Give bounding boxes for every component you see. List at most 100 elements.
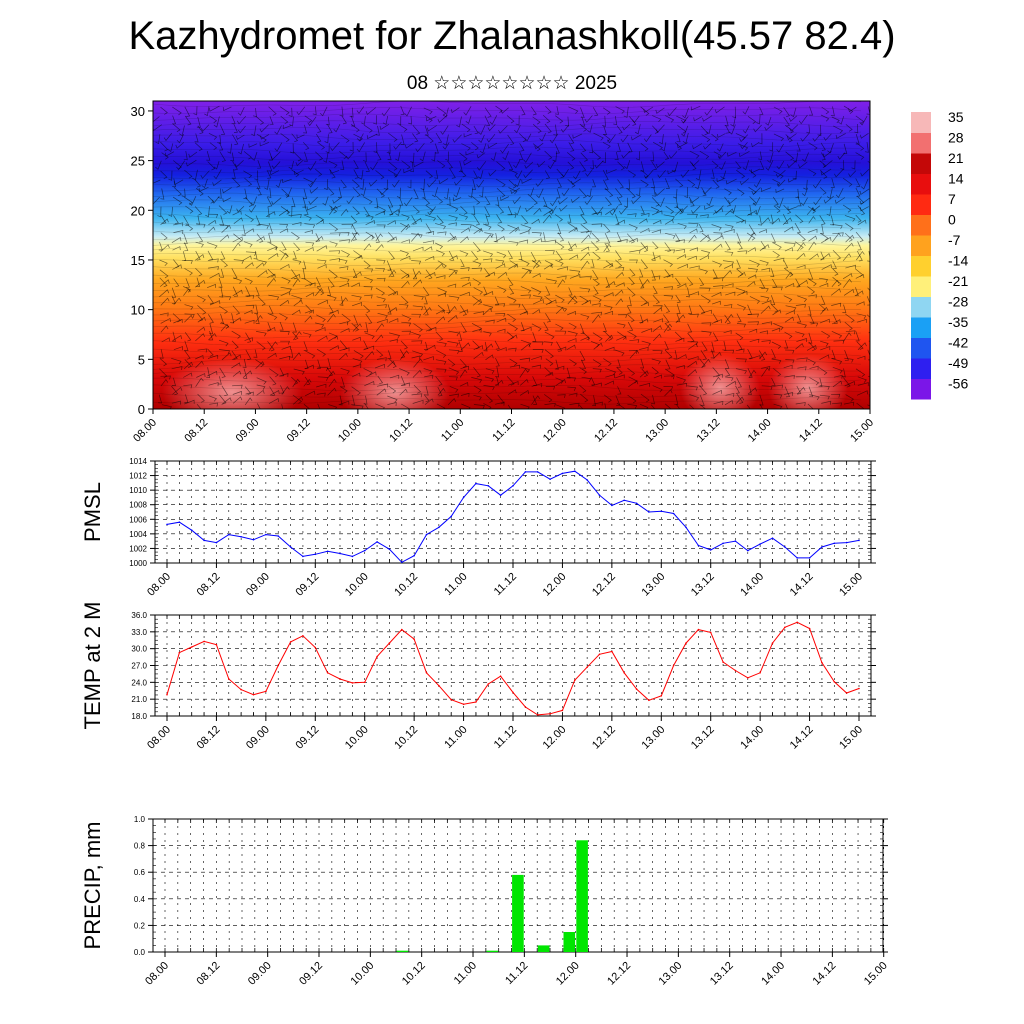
- wind-barb: [447, 314, 458, 323]
- wind-barb: [676, 376, 687, 383]
- wind-barb: [401, 160, 411, 170]
- wind-barb: [724, 188, 732, 196]
- contour-line: [153, 331, 862, 339]
- wind-barb: [352, 358, 363, 365]
- wind-barb: [395, 205, 401, 216]
- data-point: [598, 494, 601, 497]
- wind-barb: [809, 394, 820, 401]
- wind-barb: [554, 359, 559, 370]
- wind-barb: [256, 134, 267, 143]
- wind-barb: [220, 268, 225, 278]
- wind-barb: [401, 403, 411, 409]
- data-point: [759, 543, 761, 545]
- contour-line: [153, 337, 862, 346]
- wind-barb: [508, 347, 517, 352]
- wind-barb: [460, 392, 470, 397]
- x-tick-label: 09.12: [293, 571, 321, 599]
- wind-barb: [701, 309, 712, 314]
- wind-barb: [423, 197, 431, 206]
- wind-barb: [832, 366, 843, 374]
- wind-barb: [663, 295, 674, 300]
- wind-barb: [592, 295, 602, 303]
- wind-barb: [173, 318, 183, 324]
- wind-barb: [326, 367, 334, 377]
- wind-barb: [545, 371, 554, 377]
- wind-barb: [753, 178, 762, 188]
- wind-barb: [855, 178, 861, 188]
- wind-barb: [627, 403, 638, 409]
- warm-core: [768, 354, 848, 409]
- wind-barb: [675, 277, 681, 287]
- wind-barb: [254, 304, 259, 315]
- wind-barb: [376, 357, 387, 362]
- wind-barb: [376, 224, 386, 229]
- wind-barb: [413, 323, 423, 333]
- wind-barb: [784, 331, 793, 339]
- wind-barb: [787, 160, 797, 169]
- wind-barb: [463, 160, 472, 166]
- wind-barb: [640, 296, 648, 305]
- wind-barb: [449, 204, 459, 212]
- wind-barb: [772, 309, 782, 316]
- wind-barb: [185, 223, 194, 231]
- wind-barb: [436, 215, 444, 225]
- wind-barb: [571, 178, 581, 185]
- x-tick-label: 12.12: [590, 724, 618, 752]
- wind-barb: [222, 106, 232, 112]
- wind-barb: [557, 279, 566, 288]
- wind-barb: [341, 115, 347, 125]
- wind-barb: [468, 187, 474, 198]
- wind-barb: [270, 151, 281, 161]
- wind-barb: [161, 152, 169, 160]
- wind-barb: [830, 288, 841, 296]
- wind-barb: [327, 187, 335, 196]
- wind-barb: [845, 394, 855, 402]
- wind-barb: [519, 143, 525, 152]
- wind-barb: [617, 314, 628, 319]
- wind-barb: [640, 301, 649, 307]
- wind-barb: [618, 206, 628, 215]
- wind-barb: [484, 232, 494, 238]
- data-point: [512, 485, 514, 487]
- wind-barb: [159, 277, 168, 288]
- data-point: [425, 533, 428, 536]
- wind-barb: [388, 385, 397, 394]
- wind-barb: [303, 214, 312, 221]
- wind-barb: [750, 168, 761, 174]
- wind-barb: [556, 305, 568, 313]
- wind-barb: [796, 322, 807, 329]
- y-tick-label: 20: [131, 203, 145, 218]
- wind-barb: [687, 369, 698, 377]
- precip-bar: [563, 932, 576, 952]
- data-point: [190, 529, 193, 531]
- wind-barb: [437, 231, 447, 236]
- wind-barb: [621, 150, 631, 159]
- wind-barb: [772, 250, 781, 258]
- wind-barb: [747, 210, 758, 216]
- wind-barb: [413, 188, 419, 199]
- x-tick-label: 13.12: [689, 724, 717, 752]
- wind-barb: [593, 286, 599, 295]
- wind-barb: [567, 377, 577, 382]
- wind-barb: [507, 313, 517, 322]
- wind-barb: [268, 161, 273, 172]
- wind-barb: [410, 152, 415, 164]
- wind-barb: [424, 374, 434, 379]
- wind-barb: [401, 314, 412, 322]
- wind-barb: [667, 169, 677, 175]
- wind-barb: [255, 286, 260, 297]
- wind-barb: [639, 268, 644, 278]
- colorbar-label: 0: [948, 211, 956, 227]
- wind-barb: [665, 115, 675, 123]
- wind-barb: [399, 368, 410, 376]
- wind-barb: [172, 196, 183, 206]
- y-tick-label: 30: [131, 104, 145, 119]
- data-point: [845, 692, 848, 694]
- wind-barb: [783, 205, 792, 215]
- wind-barb: [242, 370, 253, 378]
- wind-barb: [422, 240, 435, 245]
- wind-barb: [530, 196, 538, 206]
- wind-barb: [773, 242, 782, 250]
- wind-barb: [512, 196, 521, 205]
- wind-barb: [831, 358, 843, 365]
